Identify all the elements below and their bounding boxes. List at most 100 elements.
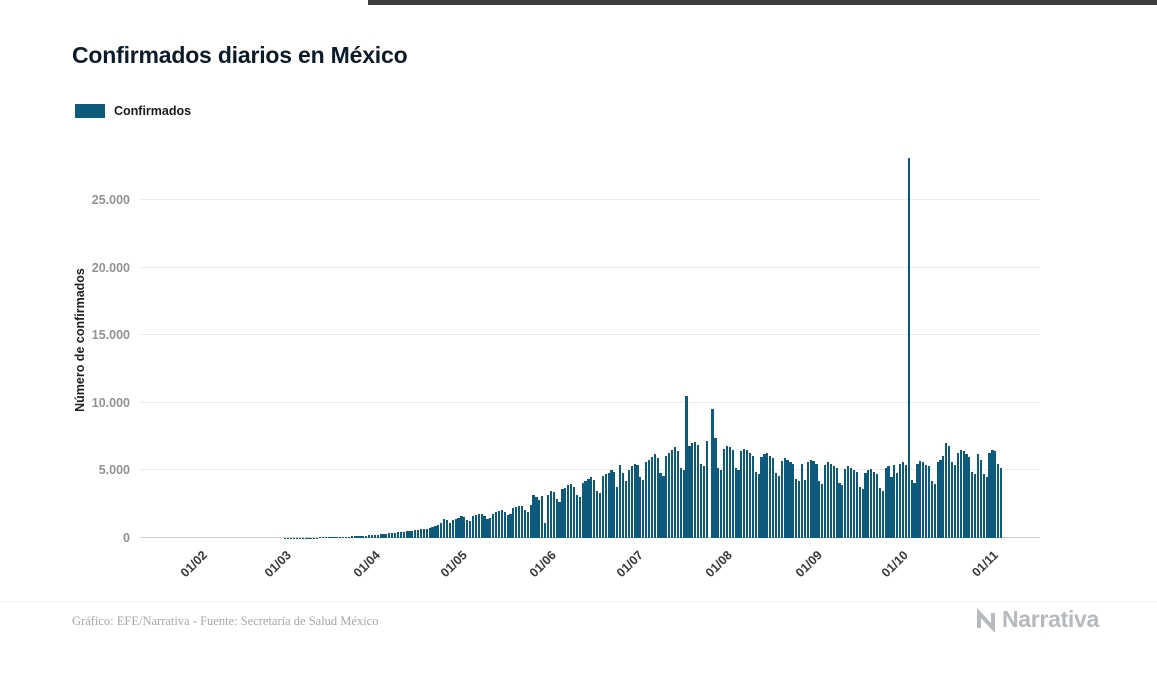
narrativa-logo-mark <box>974 607 998 632</box>
bar <box>694 442 697 538</box>
bar <box>823 465 827 538</box>
bar <box>867 470 870 538</box>
bar <box>604 474 607 538</box>
bar <box>362 535 365 538</box>
bar <box>789 462 792 538</box>
bar <box>786 459 789 538</box>
bar <box>486 519 489 538</box>
bar <box>671 450 674 538</box>
bar <box>411 530 414 538</box>
bar <box>428 527 431 538</box>
bar <box>541 496 544 538</box>
bar <box>878 487 881 538</box>
bar <box>939 459 942 538</box>
bar <box>1000 467 1003 538</box>
bar <box>437 525 440 538</box>
bar <box>546 494 550 538</box>
legend-label: Confirmados <box>114 104 192 118</box>
bar <box>333 537 336 538</box>
bar <box>431 526 434 538</box>
bar <box>832 466 835 538</box>
bar <box>448 523 451 538</box>
bar <box>373 535 376 538</box>
bar <box>610 470 613 538</box>
bar <box>480 513 483 538</box>
bar <box>717 467 720 538</box>
bar <box>849 467 853 538</box>
bar <box>751 455 755 538</box>
y-tick-label: 10.000 <box>91 395 130 410</box>
bar <box>549 490 552 538</box>
bar <box>665 455 668 538</box>
bar <box>613 471 616 538</box>
bar <box>864 473 867 538</box>
bar <box>443 518 446 538</box>
bar <box>621 473 625 538</box>
bar <box>370 535 374 538</box>
bar <box>673 447 677 538</box>
bar <box>515 506 518 538</box>
bar <box>919 460 922 538</box>
bar <box>616 486 619 538</box>
bar <box>344 536 348 538</box>
bar <box>881 490 884 538</box>
bar <box>907 157 910 538</box>
chart-title: Confirmados diarios en México <box>72 42 408 68</box>
bar <box>780 460 783 538</box>
bar <box>852 470 856 538</box>
bar <box>492 513 495 538</box>
bar <box>743 448 746 538</box>
bar <box>324 537 327 538</box>
bar <box>445 520 449 538</box>
bar <box>945 443 948 538</box>
bar <box>887 466 890 538</box>
bar <box>367 535 371 538</box>
bar <box>890 477 893 538</box>
bar <box>740 451 743 538</box>
bar <box>873 471 876 538</box>
bar <box>930 481 933 538</box>
bar <box>806 462 809 538</box>
bar <box>321 537 324 538</box>
bar <box>385 533 388 538</box>
bar <box>737 470 740 538</box>
bar <box>520 506 524 538</box>
bar <box>647 459 651 538</box>
bar <box>757 474 760 538</box>
bar <box>316 537 319 538</box>
bar <box>979 459 982 538</box>
bar <box>777 475 780 538</box>
bar <box>754 471 757 538</box>
bar <box>414 530 417 538</box>
bar <box>728 447 731 538</box>
bar <box>471 516 475 538</box>
bar <box>506 515 509 538</box>
bar <box>841 485 844 538</box>
bar <box>558 501 561 538</box>
bar <box>518 505 521 538</box>
bar <box>633 463 636 538</box>
bar <box>746 450 749 538</box>
bar <box>598 493 602 538</box>
bar <box>956 452 959 538</box>
bar <box>342 536 345 538</box>
bar <box>336 536 339 538</box>
y-tick-label: 25.000 <box>91 193 130 207</box>
gridline <box>140 469 1040 471</box>
bar <box>503 511 506 538</box>
bar <box>818 481 821 538</box>
bar <box>922 462 925 538</box>
bar <box>509 514 512 538</box>
bar <box>924 465 928 538</box>
bar <box>714 437 717 538</box>
bar <box>763 454 766 538</box>
bar <box>630 466 633 538</box>
bar <box>936 462 939 538</box>
bar <box>619 464 622 538</box>
bar <box>561 489 564 538</box>
bar <box>636 465 639 538</box>
bar <box>734 467 737 538</box>
bar <box>570 483 573 538</box>
bar <box>838 482 841 538</box>
